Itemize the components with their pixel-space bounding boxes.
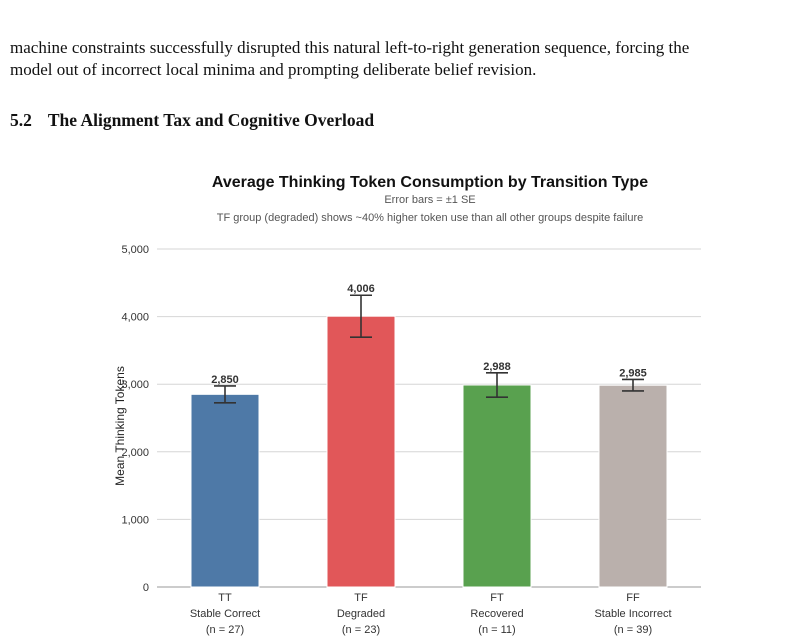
x-tick-label-n: (n = 27) — [206, 624, 244, 636]
y-tick-label: 5,000 — [121, 244, 149, 256]
paragraph-line-1: machine constraints successfully disrupt… — [10, 38, 690, 57]
x-tick-label-n: (n = 39) — [614, 624, 652, 636]
bar-tt — [190, 393, 260, 588]
y-tick-label: 3,000 — [121, 379, 149, 391]
paragraph-line-2: model out of incorrect local minima and … — [10, 60, 537, 79]
bar-tf — [326, 315, 396, 588]
bar-layer — [190, 294, 668, 588]
y-tick-label: 4,000 — [121, 312, 149, 324]
y-tick-label: 2,000 — [121, 447, 149, 459]
section-title: The Alignment Tax and Cognitive Overload — [47, 110, 375, 130]
x-tick-label-name: Stable Incorrect — [594, 608, 671, 620]
bar-ft — [462, 384, 532, 588]
body-paragraph: machine constraints successfully disrupt… — [10, 37, 800, 81]
data-label: 4,006 — [347, 283, 375, 295]
x-tick-label-code: FF — [626, 592, 640, 604]
page-top-fragment — [0, 0, 804, 4]
bar-chart: Average Thinking Token Consumption by Tr… — [113, 174, 701, 636]
x-tick-label-name: Degraded — [337, 608, 385, 620]
bar-ff — [598, 384, 668, 588]
chart-title: Average Thinking Token Consumption by Tr… — [212, 174, 648, 191]
x-tick-label-code: TF — [354, 592, 368, 604]
x-tick-label-name: Recovered — [470, 608, 523, 620]
chart-subtitle-note: TF group (degraded) shows ~40% higher to… — [217, 212, 644, 224]
x-tick-label-code: FT — [490, 592, 504, 604]
section-heading: 5.2 The Alignment Tax and Cognitive Over… — [10, 110, 374, 131]
data-label: 2,850 — [211, 374, 239, 386]
x-tick-label-n: (n = 23) — [342, 624, 380, 636]
chart-subtitle-error-bars: Error bars = ±1 SE — [384, 194, 475, 206]
x-tick-label-n: (n = 11) — [478, 624, 515, 636]
x-tick-label-name: Stable Correct — [190, 608, 260, 620]
y-tick-label: 0 — [143, 582, 149, 594]
y-tick-label: 1,000 — [121, 514, 149, 526]
x-tick-label-code: TT — [218, 592, 232, 604]
section-number: 5.2 — [10, 110, 32, 130]
label-layer: 0 1,000 2,000 3,000 4,000 5,000 2,850 TT Stable … — [121, 244, 671, 636]
data-label: 2,988 — [483, 361, 511, 373]
y-axis-label: Mean Thinking Tokens — [113, 366, 127, 486]
data-label: 2,985 — [619, 367, 647, 379]
